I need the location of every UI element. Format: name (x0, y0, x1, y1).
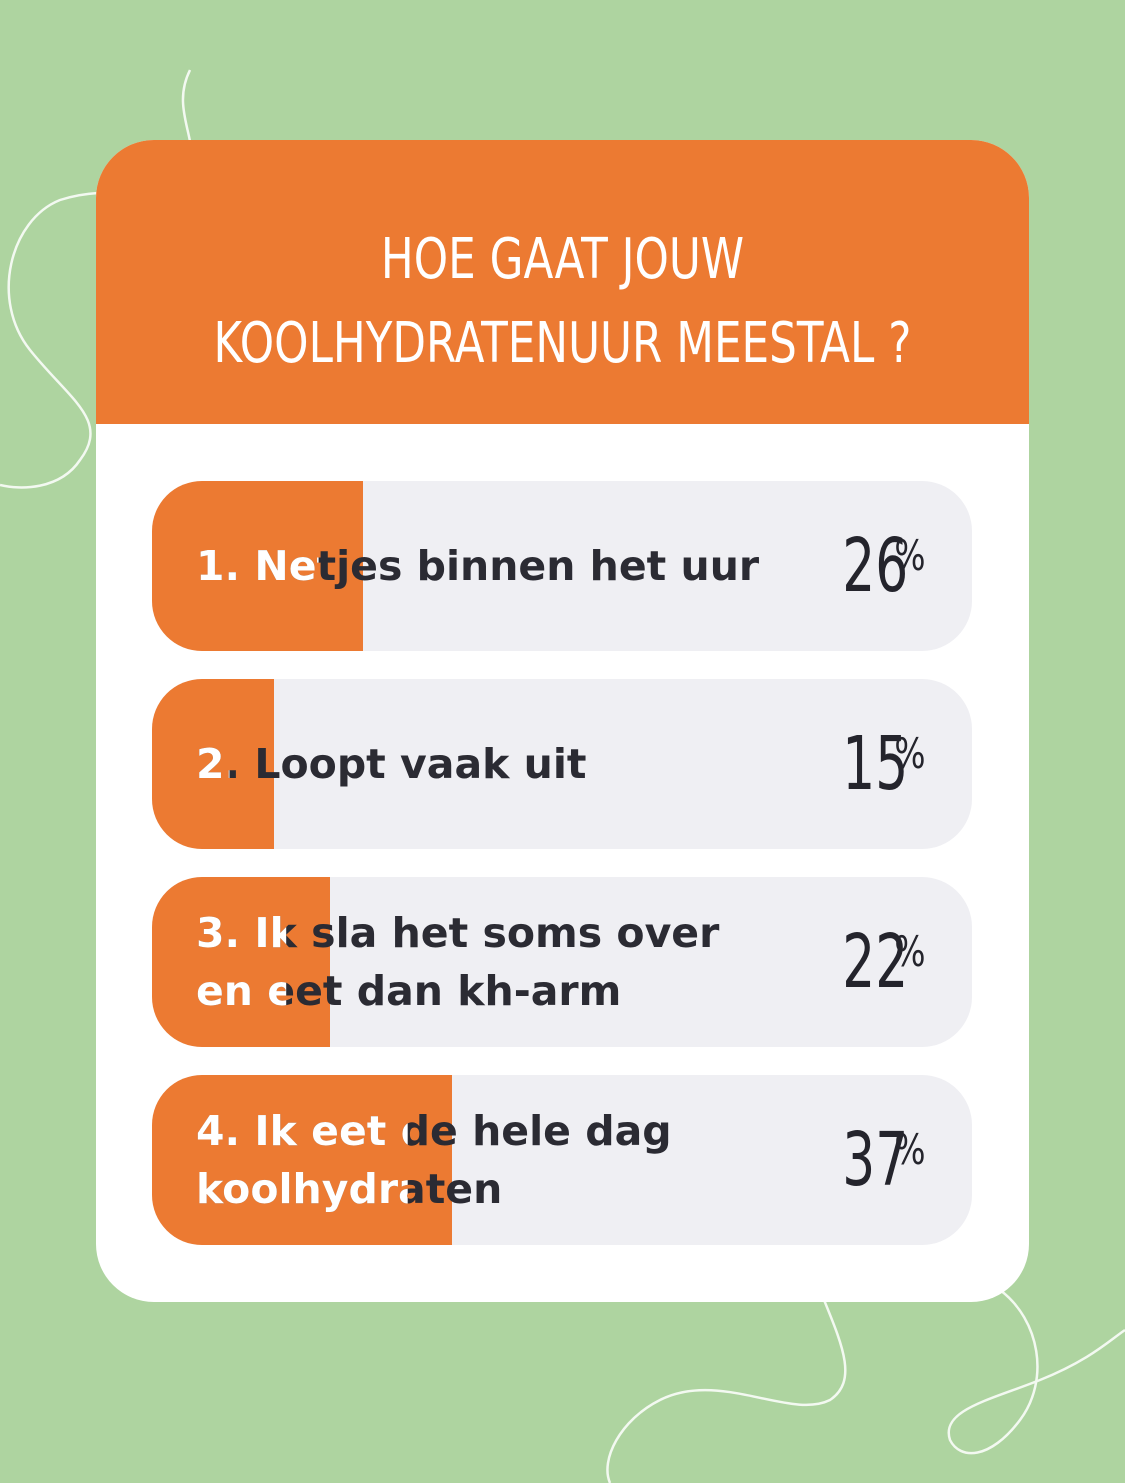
poll-option-percent: 37 % (814, 1075, 930, 1245)
percent-sign: % (894, 530, 926, 580)
poll-option-label: 1. Netjes binnen het uur (196, 542, 760, 590)
poll-option-percent: 26 % (814, 481, 930, 651)
percent-value: 15 (842, 721, 909, 807)
poll-option-label: 4. Ik eet de hele dag koolhydraten (196, 1107, 672, 1213)
percent-sign: % (894, 926, 926, 976)
percent-value: 22 (842, 919, 909, 1005)
poll-option-percent: 22 % (814, 877, 930, 1047)
poll-option-bar (152, 877, 331, 1047)
poll-option-label-overlay: 3. Ik sla het soms over en eet dan kh-ar… (196, 909, 720, 1015)
poll-option-3[interactable]: 3. Ik sla het soms over en eet dan kh-ar… (152, 877, 972, 1047)
poll-option-label-overlay: 1. Netjes binnen het uur (196, 542, 760, 590)
percent-value: 37 (842, 1117, 909, 1203)
poll-option-label: 3. Ik sla het soms over en eet dan kh-ar… (196, 909, 720, 1015)
poll-question: HOE GAAT JOUW KOOLHYDRATENUUR MEESTAL ? (213, 227, 912, 376)
percent-sign: % (894, 728, 926, 778)
poll-option-4[interactable]: 4. Ik eet de hele dag koolhydraten 4. Ik… (152, 1075, 972, 1245)
poll-card: HOE GAAT JOUW KOOLHYDRATENUUR MEESTAL ? … (96, 140, 1029, 1302)
poll-option-label-overlay: 2. Loopt vaak uit (196, 740, 587, 788)
poll-option-label: 2. Loopt vaak uit (196, 740, 587, 788)
percent-sign: % (894, 1124, 926, 1174)
poll-option-bar (152, 481, 363, 651)
poll-header: HOE GAAT JOUW KOOLHYDRATENUUR MEESTAL ? (96, 140, 1029, 424)
poll-option-label-overlay: 4. Ik eet de hele dag koolhydraten (196, 1107, 672, 1213)
poll-option-2[interactable]: 2. Loopt vaak uit 2. Loopt vaak uit 15 % (152, 679, 972, 849)
poll-option-bar (152, 1075, 452, 1245)
poll-option-bar (152, 679, 274, 849)
poll-option-percent: 15 % (814, 679, 930, 849)
percent-value: 26 (842, 523, 909, 609)
poll-option-1[interactable]: 1. Netjes binnen het uur 1. Netjes binne… (152, 481, 972, 651)
